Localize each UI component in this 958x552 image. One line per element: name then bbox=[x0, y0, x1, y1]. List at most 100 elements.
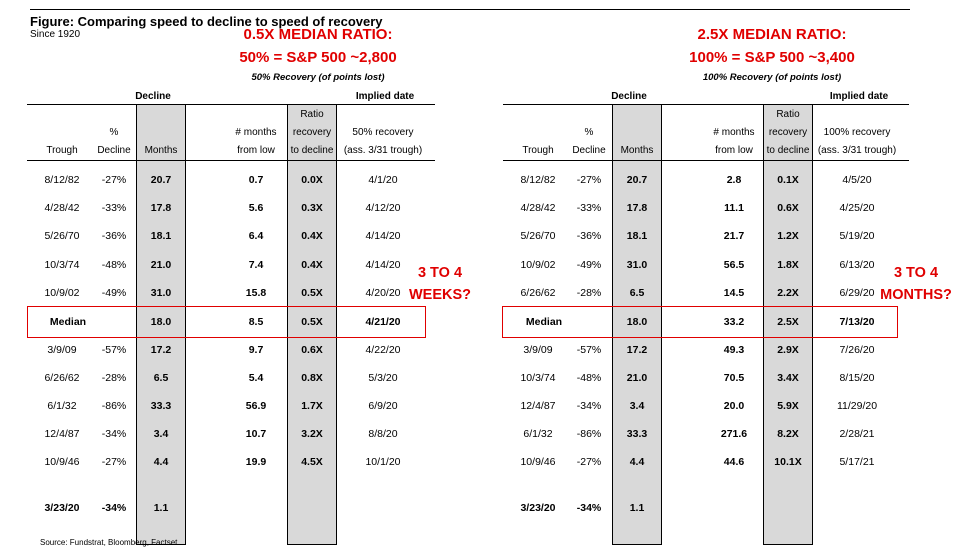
decline-header-rule bbox=[503, 104, 909, 105]
pct-decline-header-line2: Decline bbox=[572, 145, 606, 156]
row-2-implied-date-cell: 4/25/20 bbox=[839, 202, 875, 214]
median-row-months-cell: 18.0 bbox=[150, 316, 172, 328]
row-7-implied-date-cell: 4/22/20 bbox=[365, 344, 401, 356]
implied-date-group-header: Implied date bbox=[829, 91, 889, 102]
row-9-ratio-cell: 1.7X bbox=[301, 400, 323, 412]
row-11-implied-date-cell: 10/1/20 bbox=[365, 456, 401, 468]
right-subheadline: 100% Recovery (of points lost) bbox=[702, 72, 842, 83]
current-row-pct-decline-cell: -34% bbox=[101, 502, 127, 514]
ratio-header-line1: Ratio bbox=[776, 109, 800, 120]
row-10-trough-cell: 12/4/87 bbox=[44, 428, 80, 440]
current-row-pct-decline-cell: -34% bbox=[576, 502, 602, 514]
ratio-header-line3: to decline bbox=[766, 145, 810, 156]
row-11-months-cell: 4.4 bbox=[153, 456, 169, 468]
row-7-ratio-cell: 0.6X bbox=[301, 344, 323, 356]
row-11-ratio-cell: 10.1X bbox=[774, 456, 802, 468]
months-from-low-header-line2: from low bbox=[715, 145, 753, 156]
row-3-trough-cell: 5/26/70 bbox=[44, 230, 80, 242]
median-row-trough-cell: Median bbox=[49, 316, 87, 328]
pct-decline-header-line1: % bbox=[109, 127, 119, 138]
row-9-implied-date-cell: 11/29/20 bbox=[836, 400, 878, 412]
row-3-ratio-cell: 0.4X bbox=[301, 230, 323, 242]
row-4-months-cell: 21.0 bbox=[150, 259, 172, 271]
pct-decline-header-line2: Decline bbox=[97, 145, 131, 156]
row-7-pct-decline-cell: -57% bbox=[101, 344, 127, 356]
ratio-header-line2: recovery bbox=[768, 127, 808, 138]
row-2-implied-date-cell: 4/12/20 bbox=[365, 202, 401, 214]
row-8-pct-decline-cell: -28% bbox=[101, 372, 127, 384]
row-8-months-from-low-cell: 70.5 bbox=[723, 372, 745, 384]
row-7-months-cell: 17.2 bbox=[150, 344, 172, 356]
row-5-months-cell: 6.5 bbox=[629, 287, 645, 299]
recovery-date-header-line2: (ass. 3/31 trough) bbox=[817, 145, 897, 156]
row-2-trough-cell: 4/28/42 bbox=[44, 202, 80, 214]
left-side-note-line1: 3 TO 4 bbox=[417, 265, 463, 281]
right-side-note-line1: 3 TO 4 bbox=[893, 265, 939, 281]
decline-group-header: Decline bbox=[135, 91, 171, 102]
row-4-pct-decline-cell: -49% bbox=[576, 259, 602, 271]
implied-date-group-header: Implied date bbox=[355, 91, 415, 102]
row-1-months-from-low-cell: 0.7 bbox=[248, 174, 264, 186]
row-8-implied-date-cell: 8/15/20 bbox=[839, 372, 875, 384]
current-row-months-cell: 1.1 bbox=[153, 502, 169, 514]
row-3-months-cell: 18.1 bbox=[626, 230, 648, 242]
row-10-months-cell: 33.3 bbox=[626, 428, 648, 440]
row-1-trough-cell: 8/12/82 bbox=[520, 174, 556, 186]
row-10-ratio-cell: 8.2X bbox=[777, 428, 799, 440]
row-2-trough-cell: 4/28/42 bbox=[520, 202, 556, 214]
row-8-implied-date-cell: 5/3/20 bbox=[368, 372, 398, 384]
row-11-months-cell: 4.4 bbox=[629, 456, 645, 468]
row-10-trough-cell: 6/1/32 bbox=[523, 428, 553, 440]
row-3-implied-date-cell: 4/14/20 bbox=[365, 230, 401, 242]
row-10-months-from-low-cell: 10.7 bbox=[245, 428, 267, 440]
left-headline-ratio: 0.5X MEDIAN RATIO: bbox=[243, 26, 393, 43]
row-3-months-from-low-cell: 6.4 bbox=[248, 230, 264, 242]
row-2-ratio-cell: 0.6X bbox=[777, 202, 799, 214]
row-2-months-cell: 17.8 bbox=[150, 202, 172, 214]
row-10-implied-date-cell: 2/28/21 bbox=[839, 428, 875, 440]
row-10-months-from-low-cell: 271.6 bbox=[720, 428, 748, 440]
row-8-ratio-cell: 3.4X bbox=[777, 372, 799, 384]
median-row-implied-date-cell: 4/21/20 bbox=[365, 316, 401, 328]
row-5-months-from-low-cell: 15.8 bbox=[245, 287, 267, 299]
row-5-months-cell: 31.0 bbox=[150, 287, 172, 299]
row-9-implied-date-cell: 6/9/20 bbox=[368, 400, 398, 412]
row-8-pct-decline-cell: -48% bbox=[576, 372, 602, 384]
median-row-months-from-low-cell: 33.2 bbox=[723, 316, 745, 328]
median-row-ratio-cell: 0.5X bbox=[301, 316, 323, 328]
right-headline-level: 100% = S&P 500 ~3,400 bbox=[689, 49, 855, 66]
recovery-date-header-line2: (ass. 3/31 trough) bbox=[343, 145, 423, 156]
row-7-implied-date-cell: 7/26/20 bbox=[839, 344, 875, 356]
months-column-shade bbox=[612, 104, 662, 545]
median-row-months-from-low-cell: 8.5 bbox=[248, 316, 264, 328]
row-10-pct-decline-cell: -86% bbox=[576, 428, 602, 440]
row-4-ratio-cell: 0.4X bbox=[301, 259, 323, 271]
figure-title: Figure: Comparing speed to decline to sp… bbox=[30, 14, 383, 29]
row-9-months-cell: 33.3 bbox=[150, 400, 172, 412]
row-1-pct-decline-cell: -27% bbox=[576, 174, 602, 186]
row-2-ratio-cell: 0.3X bbox=[301, 202, 323, 214]
row-9-months-cell: 3.4 bbox=[629, 400, 645, 412]
row-3-months-cell: 18.1 bbox=[150, 230, 172, 242]
row-5-ratio-cell: 2.2X bbox=[777, 287, 799, 299]
median-row-implied-date-cell: 7/13/20 bbox=[839, 316, 875, 328]
row-3-trough-cell: 5/26/70 bbox=[520, 230, 556, 242]
left-subheadline: 50% Recovery (of points lost) bbox=[251, 72, 385, 83]
row-8-ratio-cell: 0.8X bbox=[301, 372, 323, 384]
row-3-months-from-low-cell: 21.7 bbox=[723, 230, 745, 242]
trough-header: Trough bbox=[522, 145, 554, 156]
row-4-months-cell: 31.0 bbox=[626, 259, 648, 271]
row-4-ratio-cell: 1.8X bbox=[777, 259, 799, 271]
row-1-months-cell: 20.7 bbox=[626, 174, 648, 186]
row-11-months-from-low-cell: 19.9 bbox=[245, 456, 267, 468]
median-highlight-box bbox=[502, 306, 898, 338]
row-7-months-cell: 17.2 bbox=[626, 344, 648, 356]
row-4-months-from-low-cell: 56.5 bbox=[723, 259, 745, 271]
months-column-shade bbox=[136, 104, 186, 545]
row-11-trough-cell: 10/9/46 bbox=[44, 456, 80, 468]
left-headline-level: 50% = S&P 500 ~2,800 bbox=[239, 49, 397, 66]
months-header: Months bbox=[144, 145, 178, 156]
row-8-trough-cell: 10/3/74 bbox=[520, 372, 556, 384]
row-10-ratio-cell: 3.2X bbox=[301, 428, 323, 440]
row-7-ratio-cell: 2.9X bbox=[777, 344, 799, 356]
